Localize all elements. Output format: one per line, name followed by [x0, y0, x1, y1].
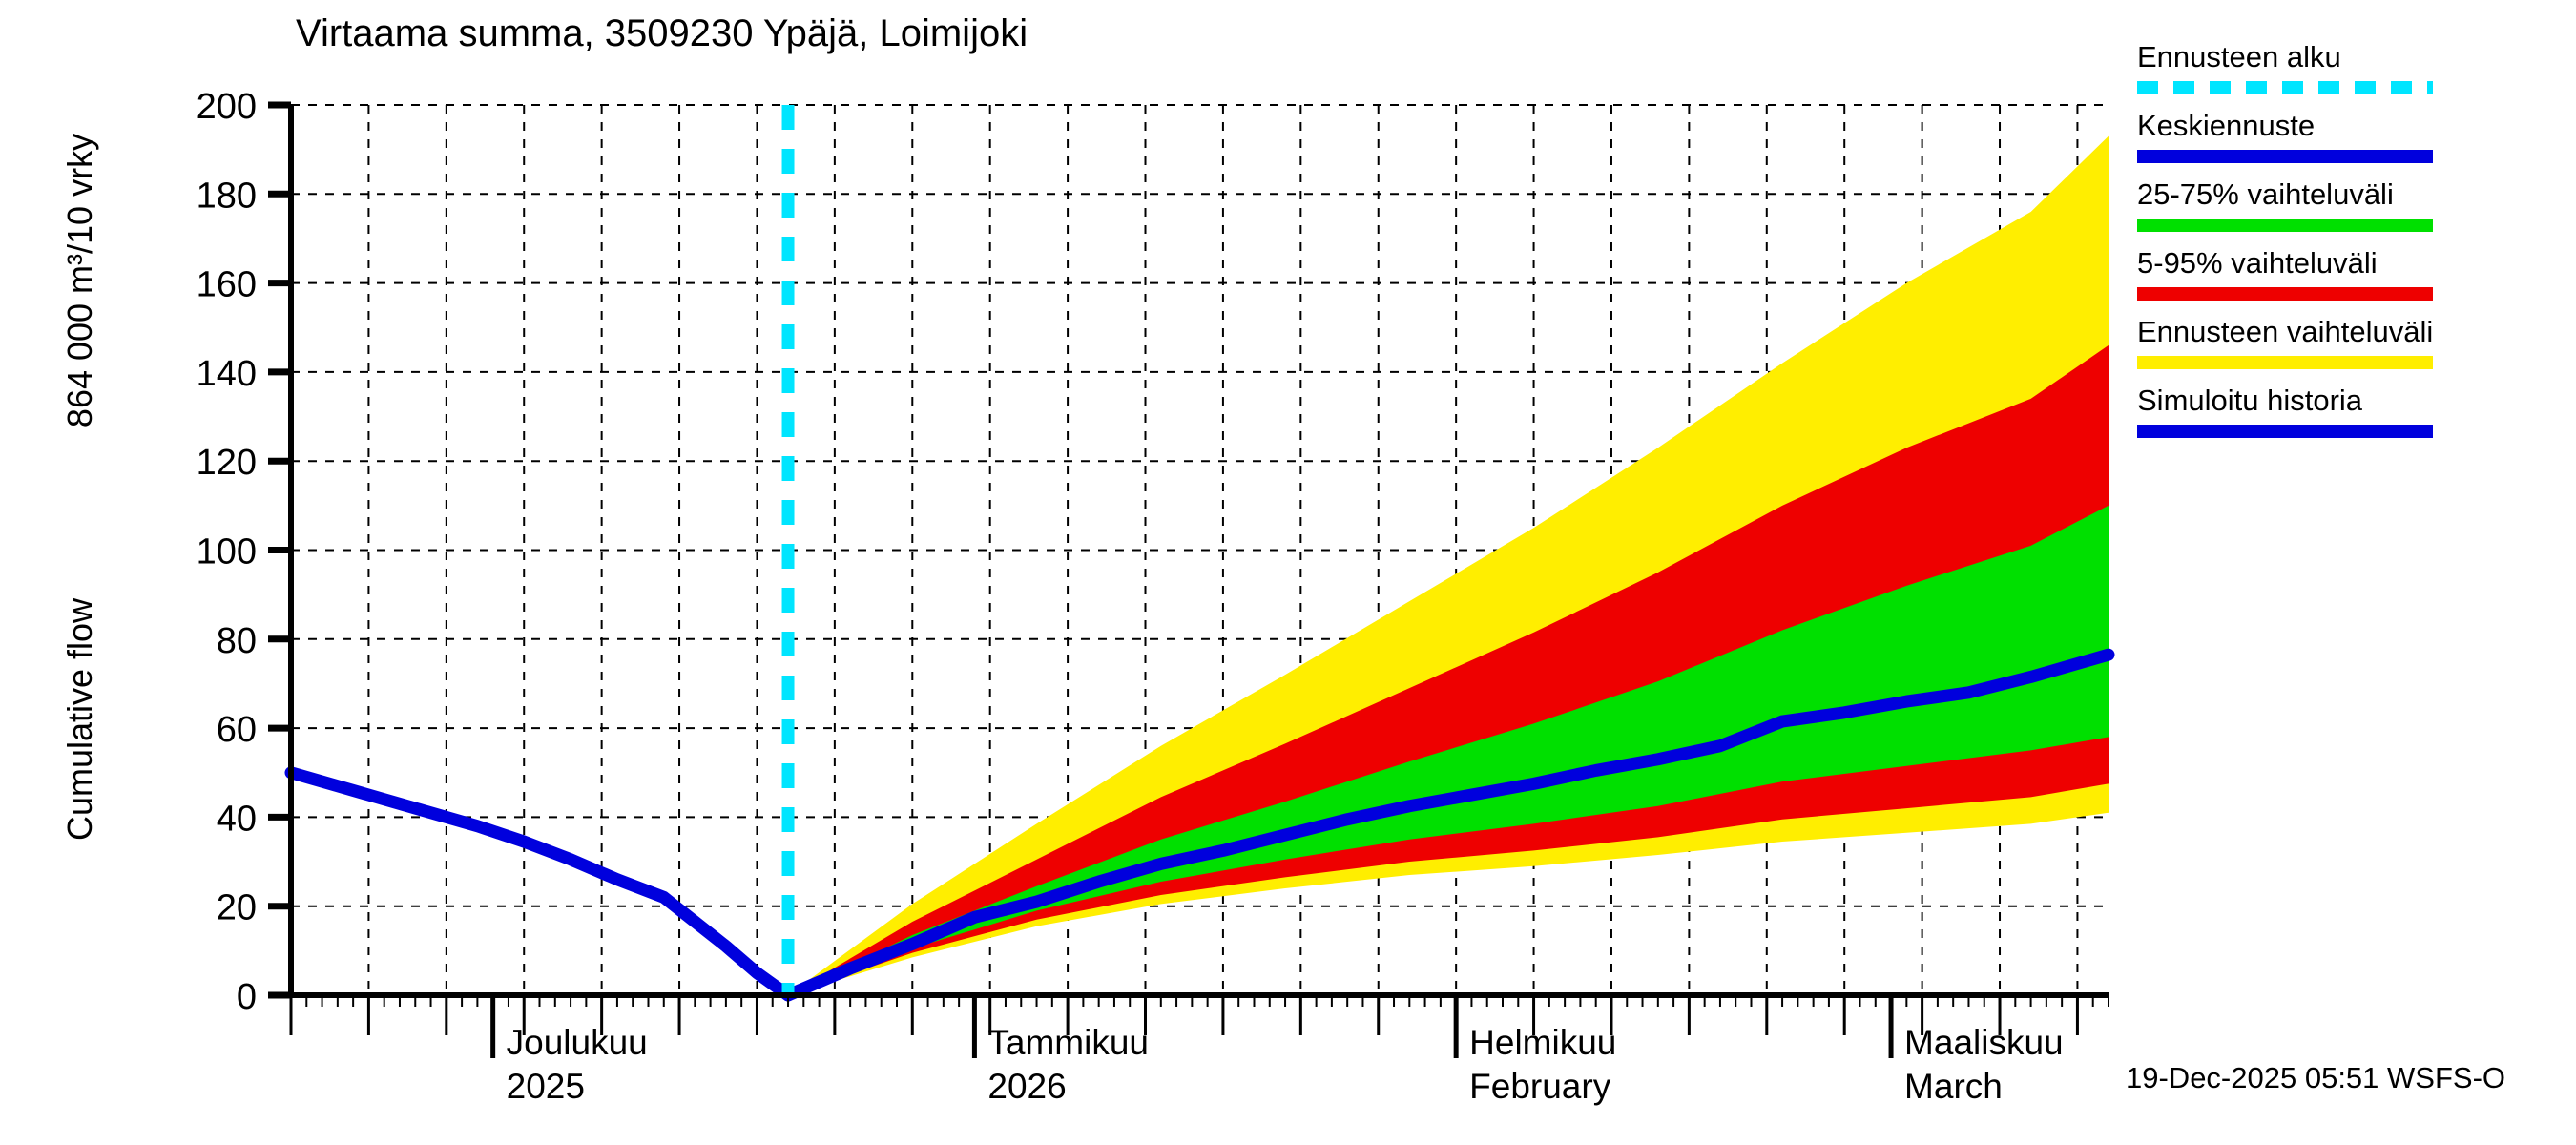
- legend-item[interactable]: Simuloitu historia: [2137, 384, 2433, 438]
- y-tick-label: 100: [197, 532, 257, 572]
- timestamp-label: 19-Dec-2025 05:51 WSFS-O: [2126, 1061, 2505, 1094]
- data-lines: [284, 648, 2115, 1002]
- y-tick-label: 20: [217, 888, 257, 928]
- x-tick-month-fi: Joulukuu: [507, 1023, 648, 1062]
- y-axis-ticks: 0 20 40 60 80 100 120 140 160 180 200: [197, 87, 291, 1017]
- y-tick-label: 0: [237, 977, 257, 1017]
- y-tick-label: 40: [217, 799, 257, 839]
- x-tick-month-en: 2025: [507, 1067, 585, 1106]
- y-axis-units-label: 864 000 m³/10 vrky: [60, 134, 99, 427]
- y-tick-label: 120: [197, 443, 257, 483]
- x-tick-month-fi: Maaliskuu: [1904, 1023, 2064, 1062]
- y-tick-label: 200: [197, 87, 257, 127]
- chart-legend: Ennusteen alku Keskiennuste 25-75% vaihtel…: [2137, 40, 2433, 438]
- legend-item-label: Simuloitu historia: [2137, 384, 2363, 417]
- x-tick-month-en: March: [1904, 1067, 2003, 1106]
- y-tick-label: 140: [197, 354, 257, 394]
- chart-title: Virtaama summa, 3509230 Ypäjä, Loimijoki: [296, 12, 1028, 54]
- legend-item-label: Keskiennuste: [2137, 109, 2315, 142]
- legend-item[interactable]: Ennusteen vaihteluväli: [2137, 315, 2433, 369]
- legend-item-label: 25-75% vaihteluväli: [2137, 177, 2394, 211]
- x-tick-month-en: 2026: [987, 1067, 1066, 1106]
- x-tick-month-fi: Tammikuu: [987, 1023, 1149, 1062]
- legend-item-label: Ennusteen alku: [2137, 40, 2341, 73]
- legend-item-label: 5-95% vaihteluväli: [2137, 246, 2378, 280]
- x-tick-month-fi: Helmikuu: [1469, 1023, 1616, 1062]
- y-tick-label: 160: [197, 265, 257, 305]
- y-tick-label: 60: [217, 710, 257, 750]
- legend-item[interactable]: 25-75% vaihteluväli: [2137, 177, 2433, 232]
- legend-item[interactable]: Keskiennuste: [2137, 109, 2433, 163]
- x-tick-month-en: February: [1469, 1067, 1611, 1106]
- y-axis-label: Cumulative flow: [60, 597, 99, 841]
- y-tick-label: 180: [197, 176, 257, 216]
- y-tick-label: 80: [217, 621, 257, 661]
- x-axis-ticks: Joulukuu 2025 Tammikuu 2026 Helmikuu February…: [289, 995, 2109, 1106]
- legend-item[interactable]: 5-95% vaihteluväli: [2137, 246, 2433, 301]
- legend-item-label: Ennusteen vaihteluväli: [2137, 315, 2433, 348]
- legend-item[interactable]: Ennusteen alku: [2137, 40, 2433, 94]
